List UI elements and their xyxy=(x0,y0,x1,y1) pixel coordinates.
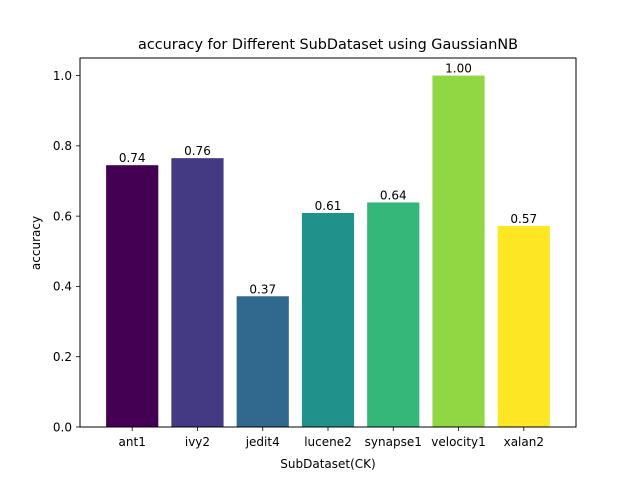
value-label-jedit4: 0.37 xyxy=(249,282,276,296)
value-label-synapse1: 0.64 xyxy=(380,188,407,202)
y-tick-label-3: 0.6 xyxy=(53,209,72,223)
bars-group xyxy=(106,75,550,427)
y-tick-label-0: 0.0 xyxy=(53,420,72,434)
value-labels-group: 0.74 0.76 0.37 0.61 0.64 1.00 0.57 xyxy=(119,62,537,297)
x-tick-label-jedit4: jedit4 xyxy=(245,435,280,449)
x-tick-label-ivy2: ivy2 xyxy=(185,435,210,449)
y-axis-ticks: 0.0 0.2 0.4 0.6 0.8 1.0 xyxy=(53,69,80,434)
x-axis-ticks: ant1 ivy2 jedit4 lucene2 synapse1 velocity1 xa… xyxy=(119,427,544,449)
value-label-ant1: 0.74 xyxy=(119,151,146,165)
bar-synapse1 xyxy=(367,202,420,427)
y-tick-label-4: 0.8 xyxy=(53,139,72,153)
chart-title: accuracy for Different SubDataset using … xyxy=(138,37,518,53)
value-label-lucene2: 0.61 xyxy=(315,199,342,213)
x-tick-label-ant1: ant1 xyxy=(119,435,146,449)
plot-frame xyxy=(79,57,577,428)
bar-ivy2 xyxy=(171,158,224,427)
x-tick-label-xalan2: xalan2 xyxy=(504,435,544,449)
bar-velocity1 xyxy=(432,75,485,427)
bar-xalan2 xyxy=(497,225,550,427)
y-tick-label-5: 1.0 xyxy=(53,69,72,83)
y-tick-label-2: 0.4 xyxy=(53,280,72,294)
y-tick-label-1: 0.2 xyxy=(53,350,72,364)
x-tick-label-lucene2: lucene2 xyxy=(304,435,352,449)
bar-jedit4 xyxy=(236,296,289,427)
x-tick-label-synapse1: synapse1 xyxy=(365,435,422,449)
bar-ant1 xyxy=(106,165,159,427)
value-label-ivy2: 0.76 xyxy=(184,144,211,158)
value-label-xalan2: 0.57 xyxy=(510,212,537,226)
value-label-velocity1: 1.00 xyxy=(445,62,472,76)
x-axis-label: SubDataset(CK) xyxy=(280,457,375,471)
x-tick-label-velocity1: velocity1 xyxy=(431,435,486,449)
y-axis-label: accuracy xyxy=(29,216,43,270)
bar-lucene2 xyxy=(301,212,355,427)
